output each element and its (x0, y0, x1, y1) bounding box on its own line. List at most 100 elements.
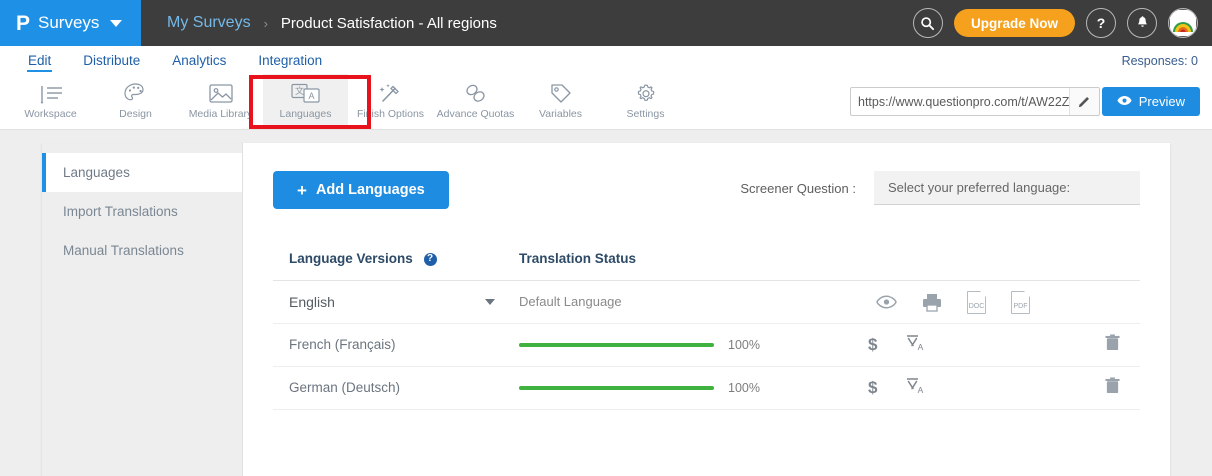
svg-text:A: A (308, 91, 314, 101)
user-avatar[interactable] (1168, 8, 1198, 38)
language-name: English (289, 294, 335, 310)
progress-group: 100% (519, 381, 868, 395)
progress-group: 100% (519, 338, 868, 352)
delete-icon[interactable] (1105, 377, 1120, 394)
brand-surveys-menu[interactable]: P Surveys (0, 0, 141, 46)
sidebar-item-manual-translations[interactable]: Manual Translations (42, 231, 242, 270)
french-action-icons: $ A (868, 333, 1088, 357)
header-actions (868, 251, 1088, 281)
dollar-icon[interactable]: $ (868, 378, 878, 397)
tab-distribute[interactable]: Distribute (83, 53, 141, 68)
screener-question-value: Select your preferred language: (888, 180, 1071, 195)
survey-url-field[interactable]: https://www.questionpro.com/t/AW22ZiOP (850, 87, 1100, 116)
eye-icon[interactable] (876, 295, 897, 309)
language-name: French (Français) (289, 337, 396, 352)
top-bar-actions: Upgrade Now ? (912, 0, 1198, 46)
german-action-icons: $ A (868, 376, 1088, 400)
workspace-icon (38, 82, 64, 105)
toolbar-label-finish-options: Finish Options (356, 108, 425, 120)
screener-question-label: Screener Question : (740, 180, 856, 196)
header-delete (1088, 251, 1140, 281)
dollar-icon[interactable]: $ (868, 335, 878, 354)
preview-button[interactable]: Preview (1101, 87, 1200, 116)
cell-delete (1088, 323, 1140, 367)
breadcrumb-separator: › (263, 15, 268, 31)
toolbar-label-media-library: Media Library (188, 108, 253, 120)
progress-bar-track (519, 343, 714, 347)
help-button[interactable]: ? (1086, 8, 1116, 38)
link-chain-icon (464, 82, 488, 105)
default-language-text: Default Language (519, 294, 622, 309)
table-row: French (Français) 100% (273, 323, 1140, 367)
pdf-icon[interactable]: PDF (1011, 290, 1030, 314)
page-body: Languages Import Translations Manual Tra… (0, 130, 1212, 476)
search-button[interactable] (912, 8, 943, 38)
svg-text:A: A (918, 385, 924, 395)
cell-status: Default Language (519, 280, 868, 324)
table-row: English Default Language (273, 280, 1140, 324)
progress-bar-fill (519, 343, 714, 347)
breadcrumb: My Surveys › Product Satisfaction - All … (141, 14, 497, 32)
languages-main-panel: + Add Languages Screener Question : Sele… (243, 143, 1170, 476)
header-translation-status: Translation Status (519, 251, 868, 281)
toolbar-label-design: Design (119, 108, 152, 120)
breadcrumb-my-surveys[interactable]: My Surveys (167, 14, 251, 31)
brand-label: Surveys (38, 13, 100, 32)
notifications-button[interactable] (1127, 8, 1157, 38)
responses-count: Responses: 0 (1121, 54, 1198, 68)
tab-edit[interactable]: Edit (12, 53, 67, 72)
toolbar-label-variables: Variables (539, 108, 582, 120)
pdf-label: PDF (1013, 302, 1028, 310)
toolbar-item-variables[interactable]: Variables (518, 74, 603, 129)
chevron-down-icon (110, 19, 123, 27)
screener-question-input[interactable]: Select your preferred language: (874, 171, 1140, 205)
gear-icon (635, 82, 657, 105)
toolbar-item-media-library[interactable]: Media Library (178, 74, 263, 129)
toolbar-label-advance-quotas: Advance Quotas (436, 108, 515, 120)
svg-text:文: 文 (294, 85, 303, 97)
palette-icon (124, 82, 147, 105)
toolbar-item-advance-quotas[interactable]: Advance Quotas (433, 74, 518, 129)
cell-delete (1088, 280, 1140, 324)
languages-sidebar: Languages Import Translations Manual Tra… (42, 143, 243, 476)
sidebar-item-import-translations[interactable]: Import Translations (42, 192, 242, 231)
toolbar-row: + Add Languages (273, 171, 1140, 209)
help-icon[interactable]: ? (423, 252, 437, 266)
doc-icon[interactable]: DOC (967, 290, 986, 314)
toolbar-item-design[interactable]: Design (93, 74, 178, 129)
cell-language: German (Deutsch) (273, 366, 519, 410)
sidebar-item-languages[interactable]: Languages (42, 153, 242, 192)
cell-actions: $ A (868, 366, 1088, 410)
toolbar-item-settings[interactable]: Settings (603, 74, 688, 129)
cell-actions: DOC PDF (868, 280, 1088, 324)
toolbar-item-workspace[interactable]: Workspace (8, 74, 93, 129)
cell-actions: $ A (868, 323, 1088, 367)
toolbar-item-finish-options[interactable]: Finish Options (348, 74, 433, 129)
survey-url-value: https://www.questionpro.com/t/AW22ZiOP (858, 94, 1069, 109)
translate-icon[interactable]: A (905, 333, 925, 357)
add-languages-button[interactable]: + Add Languages (273, 171, 449, 209)
add-languages-label: Add Languages (315, 182, 425, 198)
cell-delete (1088, 366, 1140, 410)
printer-icon[interactable] (922, 293, 942, 312)
image-icon (208, 82, 233, 105)
toolbar-item-languages[interactable]: 文 A Languages (263, 73, 348, 129)
cell-status: 100% (519, 323, 868, 367)
languages-card: Languages Import Translations Manual Tra… (42, 143, 1170, 476)
notification-bell-icon (1137, 16, 1147, 27)
translate-icon[interactable]: A (905, 376, 925, 400)
progress-bar-track (519, 386, 714, 390)
upgrade-now-button[interactable]: Upgrade Now (953, 9, 1075, 37)
toolbar-label-languages: Languages (279, 108, 332, 120)
sidebar-item-label: Languages (63, 165, 130, 180)
header-language-versions-label: Language Versions (289, 251, 413, 266)
cell-language[interactable]: English (273, 280, 519, 324)
language-select-english[interactable]: English (289, 294, 519, 310)
table-header-row: Language Versions ? Translation Status (273, 251, 1140, 281)
cell-status: 100% (519, 366, 868, 410)
tab-integration[interactable]: Integration (258, 53, 323, 68)
pencil-icon[interactable] (1069, 88, 1099, 115)
delete-icon[interactable] (1105, 334, 1120, 351)
tab-analytics[interactable]: Analytics (172, 53, 227, 68)
question-mark-icon: ? (1096, 15, 1106, 31)
